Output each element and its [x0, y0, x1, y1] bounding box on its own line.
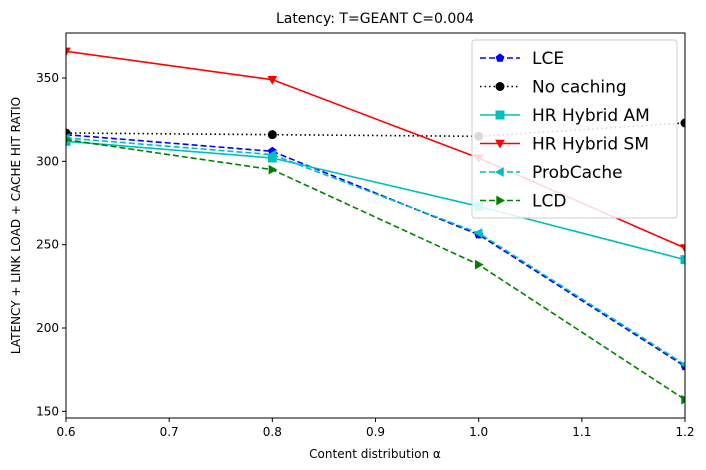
- legend-marker: [495, 139, 505, 149]
- data-point: [474, 259, 484, 270]
- y-tick-label: 300: [36, 154, 59, 168]
- x-tick-label: 0.7: [160, 425, 179, 439]
- data-point: [681, 394, 685, 405]
- legend-label: HR Hybrid AM: [532, 106, 650, 126]
- legend-marker: [494, 167, 504, 177]
- data-point: [680, 255, 685, 265]
- x-tick-label: 1.1: [572, 425, 591, 439]
- y-tick-label: 350: [36, 71, 59, 85]
- legend-label: No caching: [532, 78, 627, 98]
- chart-title: Latency: T=GEANT C=0.004: [276, 11, 474, 27]
- legend-item: HR Hybrid SM: [480, 135, 649, 155]
- y-axis-label: LATENCY + LINK LOAD + CACHE HIT RATIO: [9, 97, 23, 354]
- data-point: [267, 149, 277, 160]
- y-tick-label: 250: [36, 238, 59, 252]
- data-point: [268, 164, 278, 175]
- data-point: [267, 130, 277, 140]
- legend-item: LCE: [480, 49, 564, 69]
- x-tick-label: 1.2: [675, 425, 694, 439]
- legend-item: HR Hybrid AM: [480, 106, 650, 126]
- legend-marker: [495, 82, 505, 91]
- x-tick-label: 0.8: [263, 425, 282, 439]
- legend-item: LCD: [480, 192, 566, 212]
- axes-layer: 0.6 0.7 0.8 0.9 1.0 1.1 1.2 150 200 250 300 350: [36, 71, 694, 439]
- legend-item: ProbCache: [480, 163, 623, 183]
- series-line: [66, 138, 685, 401]
- legend-item: No caching: [480, 78, 627, 98]
- y-tick-label: 200: [36, 321, 59, 335]
- legend-marker: [495, 110, 505, 120]
- data-point: [680, 244, 685, 254]
- x-tick-label: 1.0: [469, 425, 488, 439]
- x-axis-label: Content distribution α: [309, 447, 441, 461]
- data-point: [473, 228, 483, 238]
- legend-label: HR Hybrid SM: [532, 135, 649, 155]
- x-tick-label: 0.6: [56, 425, 75, 439]
- legend: LCE No caching HR Hybrid AM HR Hybrid SM Pro…: [471, 39, 678, 219]
- legend-marker: [496, 195, 506, 206]
- x-tick-label: 0.9: [366, 425, 385, 439]
- legend-frame: [471, 39, 678, 219]
- data-point: [267, 75, 278, 85]
- y-tick-label: 150: [36, 404, 59, 418]
- legend-label: LCE: [532, 49, 564, 69]
- data-point: [680, 118, 685, 128]
- legend-label: LCD: [532, 192, 566, 212]
- legend-marker: [495, 53, 505, 62]
- data-point: [66, 47, 71, 57]
- legend-label: ProbCache: [532, 163, 623, 183]
- series-line: [66, 140, 685, 261]
- series-line: [66, 137, 685, 366]
